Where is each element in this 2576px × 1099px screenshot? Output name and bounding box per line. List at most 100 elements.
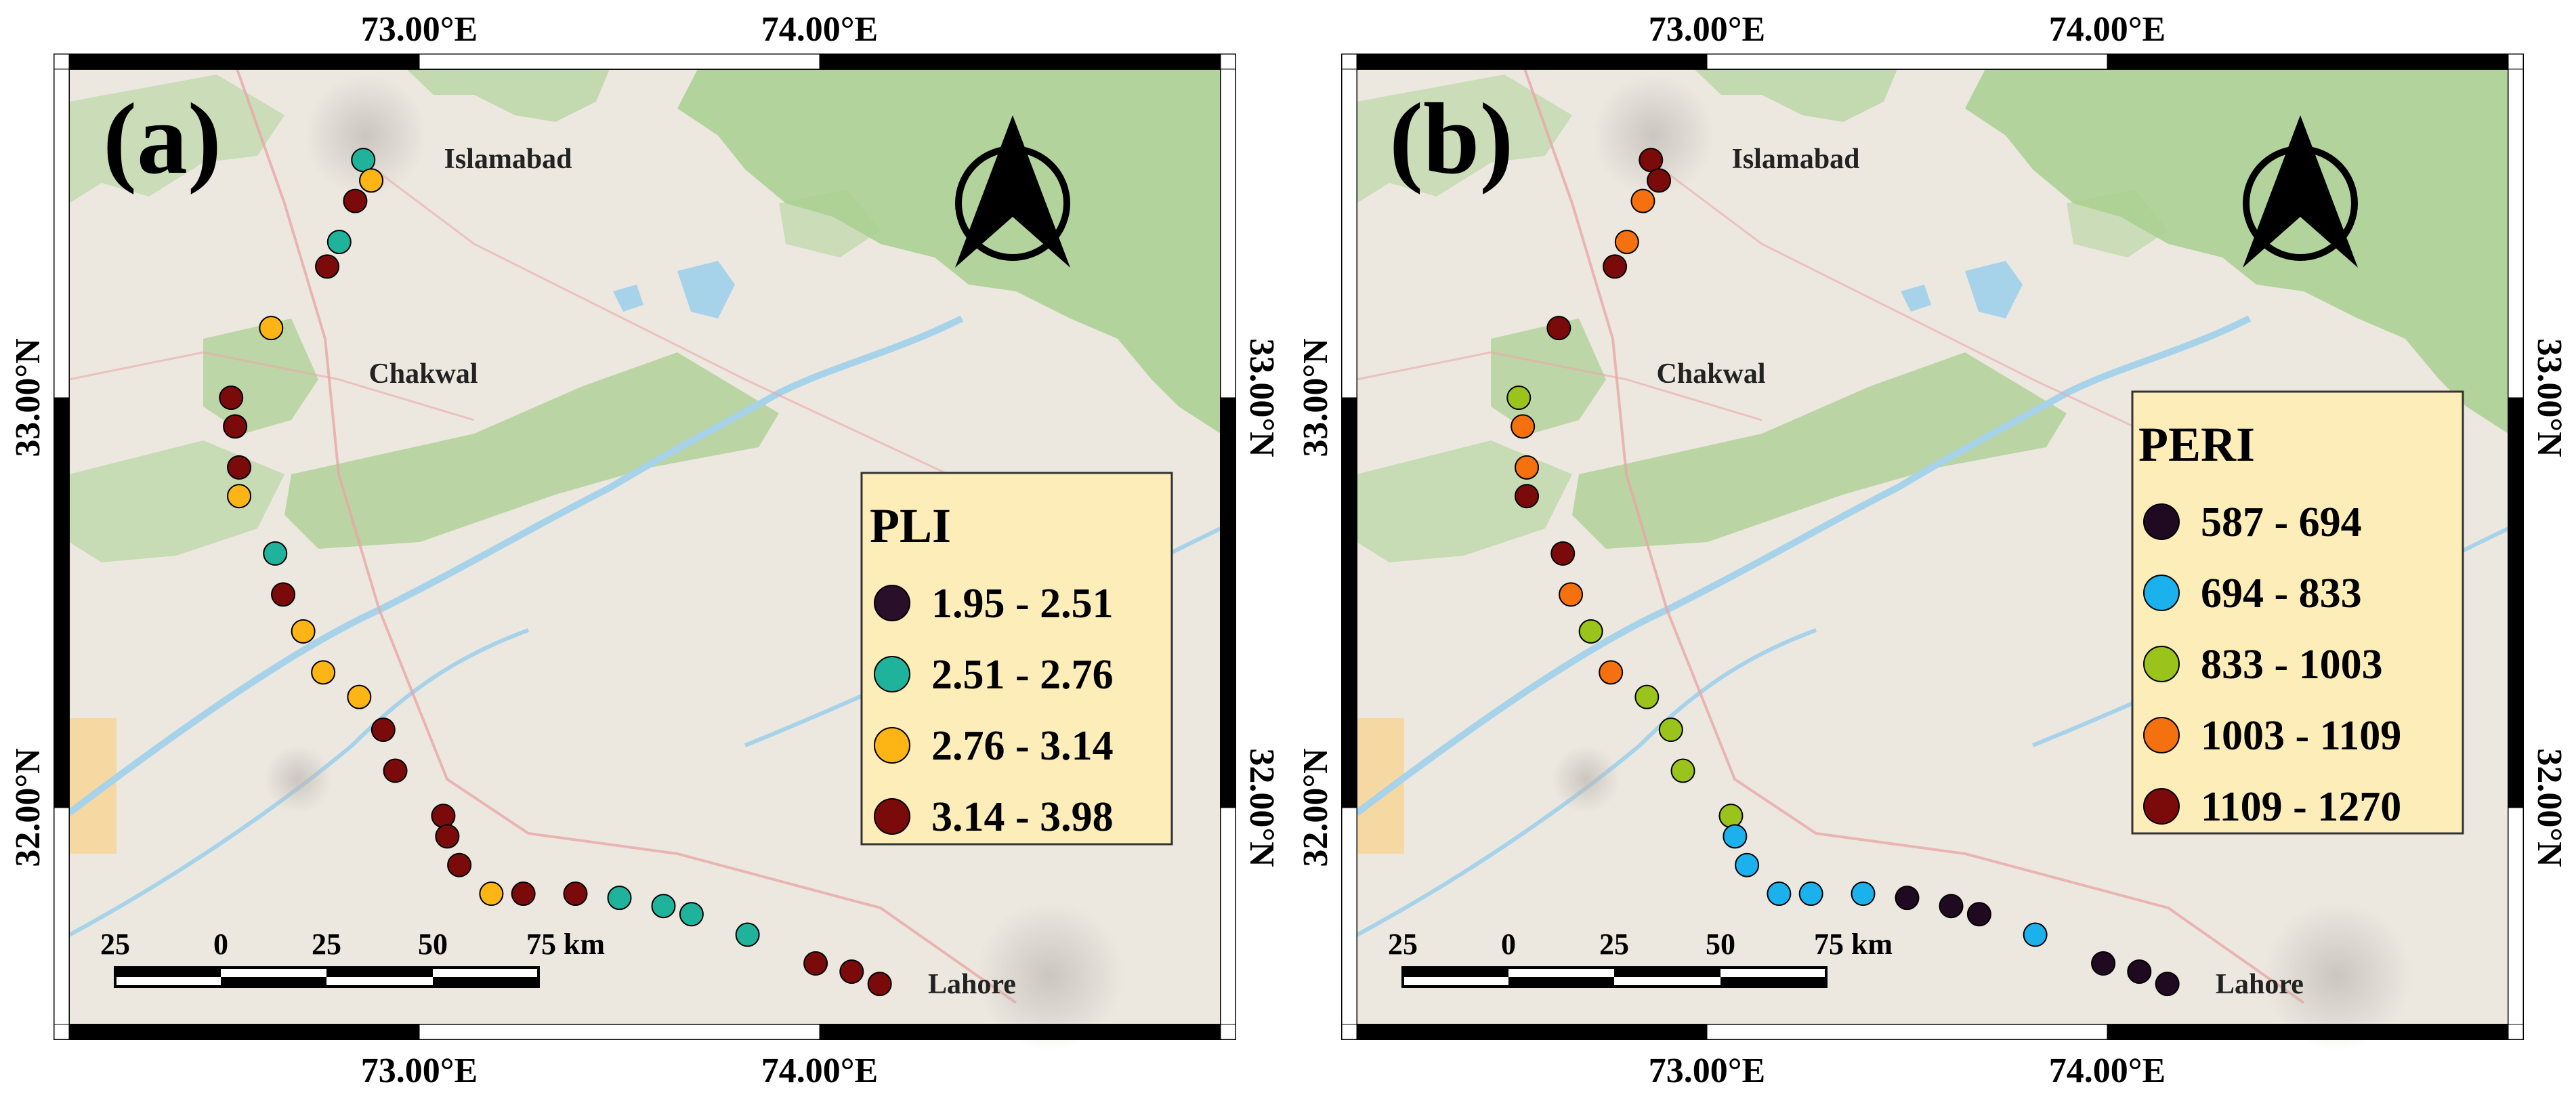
legend-label: 2.76 - 3.14 [931, 723, 1114, 769]
sample-site-marker [1603, 254, 1628, 279]
sample-sites [219, 148, 892, 997]
top-lon-label-1: 73.00°E [1649, 10, 1765, 49]
panel-b-map: 73.00°E 74.00°E 73.00°E 74.00°E 33.00°N … [1296, 10, 2569, 1090]
sample-site-marker [259, 316, 284, 341]
scale-label-5: 75 km [1814, 928, 1893, 961]
sample-site-marker [359, 168, 384, 193]
sample-site-marker [1723, 824, 1748, 849]
sample-site-marker [1767, 882, 1792, 907]
axis-labels: 73.00°E 74.00°E 73.00°E 74.00°E 33.00°N … [9, 10, 1281, 1090]
sample-site-marker [1515, 455, 1540, 480]
right-lat-label-2: 32.00°N [2530, 748, 2569, 867]
map-frame [1341, 54, 2524, 1040]
sample-site-marker [291, 619, 316, 644]
bottom-lon-label-1: 73.00°E [361, 1052, 478, 1090]
left-lat-label-1: 33.00°N [1296, 338, 1335, 457]
sample-sites [1506, 148, 2180, 997]
top-lon-label-1: 73.00°E [361, 10, 478, 49]
sample-site-marker [1559, 582, 1584, 607]
sample-site-marker [1939, 894, 1964, 919]
sample-site-marker [735, 922, 760, 947]
legend-label: 833 - 1003 [2201, 642, 2383, 688]
sample-site-marker [227, 484, 252, 509]
place-lahore: Lahore [928, 969, 1016, 1000]
bottom-lon-label-1: 73.00°E [1649, 1052, 1765, 1090]
sample-site-marker [1851, 882, 1876, 907]
sample-site-marker [839, 959, 864, 984]
legend-swatch [2143, 717, 2180, 753]
top-lon-label-2: 74.00°E [761, 10, 878, 49]
sample-site-marker [315, 254, 340, 279]
legend: PERI 587 - 694 694 - 833 833 - 1003 1003 - … [2131, 390, 2464, 835]
sample-site-marker [435, 824, 460, 849]
legend-label: 1109 - 1270 [2201, 784, 2401, 830]
sample-site-marker [1578, 619, 1603, 644]
sample-site-marker [1658, 718, 1683, 743]
legend-swatch [2143, 646, 2180, 682]
legend-label: 694 - 833 [2201, 571, 2362, 617]
sample-site-marker [223, 414, 248, 439]
sample-site-marker [1647, 168, 1672, 193]
sample-site-marker [371, 718, 396, 743]
map-frame [54, 54, 1236, 1040]
left-lat-label-1: 33.00°N [9, 338, 47, 457]
scale-label-5: 75 km [526, 928, 605, 961]
sample-site-marker [227, 455, 252, 480]
right-lat-label-2: 32.00°N [1242, 748, 1281, 867]
legend-swatch [874, 585, 910, 621]
sample-site-marker [311, 660, 336, 685]
sample-site-marker [679, 902, 704, 927]
sample-site-marker [383, 758, 408, 783]
sample-site-marker [326, 230, 352, 255]
sample-site-marker [343, 188, 368, 213]
scale-bar: 25 0 25 50 75 km [1388, 928, 1893, 988]
sample-site-marker [2127, 959, 2152, 984]
sample-site-marker [1506, 386, 1532, 410]
sample-site-marker [1546, 316, 1571, 341]
place-islamabad: Islamabad [1731, 144, 1859, 175]
scale-bar: 25 0 25 50 75 km [100, 928, 605, 988]
legend-title: PLI [870, 499, 951, 553]
sample-site-marker [651, 894, 676, 919]
legend-label: 3.14 - 3.98 [931, 794, 1114, 840]
sample-site-marker [1718, 804, 1744, 829]
sample-site-marker [1515, 484, 1540, 509]
bottom-lon-label-2: 74.00°E [761, 1052, 878, 1090]
sample-site-marker [2023, 922, 2048, 947]
scale-label-2: 0 [213, 928, 228, 961]
right-lat-label-1: 33.00°N [2530, 338, 2569, 457]
scale-label-3: 25 [1599, 928, 1629, 961]
sample-site-marker [1599, 660, 1624, 685]
legend: PLI 1.95 - 2.51 2.51 - 2.76 2.76 - 3.14 3.1… [860, 472, 1173, 846]
legend-swatch [2143, 788, 2180, 825]
legend-label: 1.95 - 2.51 [931, 581, 1114, 627]
place-islamabad: Islamabad [444, 144, 572, 175]
legend-swatch [2143, 575, 2180, 611]
sample-site-marker [2155, 972, 2180, 997]
sample-site-marker [563, 882, 588, 907]
place-chakwal: Chakwal [1656, 358, 1765, 390]
place-lahore: Lahore [2216, 969, 2304, 1000]
legend-label: 1003 - 1109 [2201, 713, 2401, 759]
panel-label-a: (a) [103, 83, 221, 195]
legend-swatch [2143, 503, 2180, 540]
sample-site-marker [447, 852, 472, 877]
sample-site-marker [1735, 852, 1760, 877]
axis-labels: 73.00°E 74.00°E 73.00°E 74.00°E 33.00°N … [1296, 10, 2569, 1090]
place-names: Islamabad Chakwal Lahore [1656, 144, 2303, 1000]
scale-label-1: 25 [100, 928, 130, 961]
sample-site-marker [479, 882, 504, 907]
sample-site-marker [271, 582, 296, 607]
panel-label-b: (b) [1389, 83, 1513, 195]
bottom-lon-label-2: 74.00°E [2049, 1052, 2166, 1090]
scale-label-4: 50 [1706, 928, 1735, 961]
sample-site-marker [347, 684, 372, 709]
sample-site-marker [511, 882, 536, 907]
sample-site-marker [1634, 684, 1660, 709]
top-lon-label-2: 74.00°E [2049, 10, 2166, 49]
sample-site-marker [1670, 758, 1695, 783]
right-lat-label-1: 33.00°N [1242, 338, 1281, 457]
sample-site-marker [1511, 414, 1536, 439]
legend-swatch [874, 727, 910, 764]
